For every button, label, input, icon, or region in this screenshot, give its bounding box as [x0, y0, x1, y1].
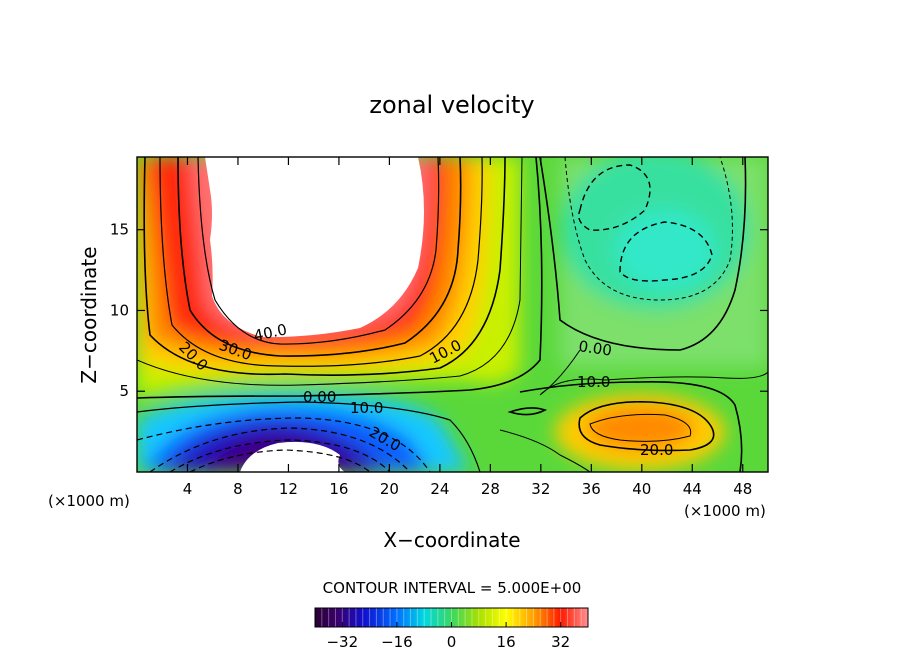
y-axis-ticks: 5 10 15	[110, 221, 768, 400]
colorbar-tick-label: −16	[381, 633, 413, 651]
colorbar-tick-label: 0	[447, 633, 457, 651]
x-tick-label: 28	[481, 480, 500, 498]
plot-field: 40.0 30.0 20.0 10.0 0.00 10.0 0.00 10.0 …	[137, 157, 768, 472]
contour-label: 10.0	[350, 399, 383, 417]
x-tick-label: 20	[380, 480, 399, 498]
contour-lines	[137, 157, 768, 472]
contour-label: 20.0	[640, 441, 673, 459]
contour-interval-text: CONTOUR INTERVAL = 5.000E+00	[323, 579, 582, 597]
x-tick-label: 8	[233, 480, 243, 498]
x-axis-ticks: 4 8 12 16 20 24 28 32 36 40 44 48	[183, 157, 752, 498]
colorbar-tick-label: 16	[497, 633, 516, 651]
y-axis-label: Z−coordinate	[77, 246, 101, 383]
y-tick-label: 15	[110, 221, 129, 239]
x-axis-label: X−coordinate	[383, 528, 520, 552]
x-unit-right: (×1000 m)	[684, 502, 766, 520]
contour-label: 0.00	[303, 388, 336, 406]
colorbar-tick-label: −32	[326, 633, 358, 651]
jet-max-region	[205, 157, 424, 338]
contour-label: 0.00	[577, 337, 613, 359]
x-tick-label: 12	[279, 480, 298, 498]
y-tick-label: 10	[110, 301, 129, 319]
x-tick-label: 40	[632, 480, 651, 498]
x-tick-label: 48	[733, 480, 752, 498]
contour-label: 10.0	[577, 373, 610, 391]
jet-min-region	[240, 441, 345, 472]
y-tick-label: 5	[119, 382, 129, 400]
colorbar-tick-label: 32	[551, 633, 570, 651]
colorbar	[315, 608, 588, 627]
x-tick-label: 32	[531, 480, 550, 498]
x-tick-label: 44	[683, 480, 702, 498]
x-tick-label: 24	[430, 480, 449, 498]
x-unit-left: (×1000 m)	[48, 492, 130, 510]
x-tick-label: 4	[183, 480, 193, 498]
field-weak-min-core	[615, 210, 715, 290]
colorbar-ticks: −32 −16 0 16 32	[326, 622, 570, 651]
x-tick-label: 36	[582, 480, 601, 498]
plot-frame	[136, 156, 769, 473]
chart-title: zonal velocity	[369, 91, 534, 119]
x-tick-label: 16	[329, 480, 348, 498]
